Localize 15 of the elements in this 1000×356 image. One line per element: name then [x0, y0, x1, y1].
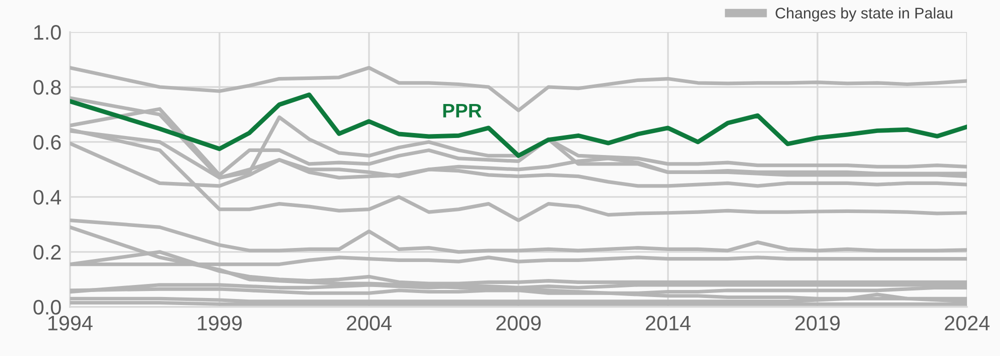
- y-tick-label: 0.6: [34, 134, 61, 150]
- x-tick-label: 2014: [646, 316, 691, 331]
- x-tick-label: 2024: [944, 316, 990, 331]
- x-tick-label: 2019: [795, 316, 840, 331]
- x-tick-label: 2004: [346, 316, 392, 331]
- annotation: PPR: [443, 104, 482, 118]
- x-tick-label: 1999: [198, 316, 242, 331]
- y-tick-label: 1.0: [34, 25, 61, 40]
- y-tick-label: 0.8: [34, 80, 61, 95]
- x-tick-label: 2009: [496, 316, 541, 331]
- legend-label: Changes by state in Palau: [776, 7, 952, 22]
- y-tick-label: 0.2: [34, 244, 61, 260]
- x-tick-label: 1994: [48, 316, 93, 331]
- y-tick-label: 0.4: [34, 190, 62, 205]
- y-tick-label: 0.0: [34, 300, 61, 315]
